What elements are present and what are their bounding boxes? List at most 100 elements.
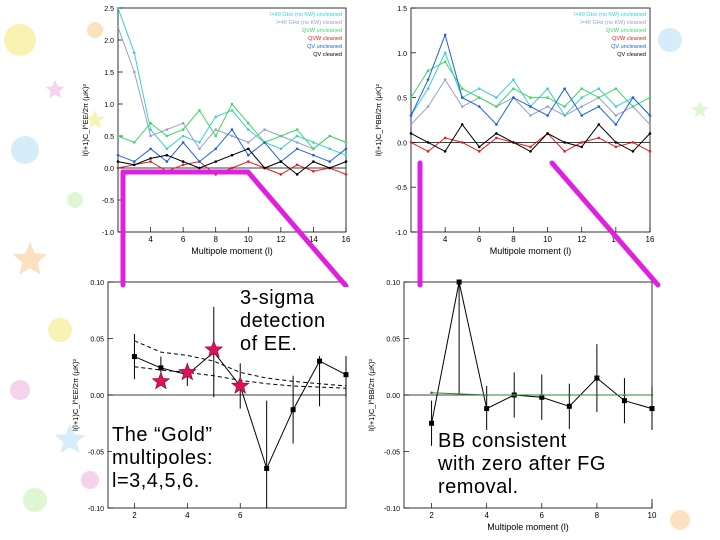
data-point xyxy=(312,153,315,157)
data-point xyxy=(165,134,169,138)
data-point xyxy=(312,141,315,144)
gold-multipole-star xyxy=(204,339,224,358)
y-tick-label: 1.5 xyxy=(104,70,114,77)
gold-multipole-star xyxy=(151,371,171,390)
y-tick-label: -0.10 xyxy=(384,506,400,513)
data-point xyxy=(495,136,498,140)
deco-circle xyxy=(658,28,682,52)
data-point xyxy=(426,141,430,144)
data-point xyxy=(631,96,635,99)
data-point xyxy=(477,105,481,108)
y-axis-label: l(l+1)C_l^EE/2π (μK)² xyxy=(71,359,80,431)
detection-line-3: of EE. xyxy=(240,333,298,355)
data-point xyxy=(198,166,201,170)
data-point xyxy=(132,70,136,74)
data-point xyxy=(279,160,283,163)
data-point xyxy=(597,87,601,90)
x-tick-label: 6 xyxy=(477,235,482,244)
deco-circle xyxy=(81,471,99,489)
data-point xyxy=(181,160,185,163)
x-tick-label: 6 xyxy=(540,511,545,520)
x-axis-label: Multipole moment (l) xyxy=(191,246,273,256)
y-tick-label: 2.5 xyxy=(104,6,114,13)
y-axis-label: l(l+1)C_l^BB/2π (μK)² xyxy=(374,84,383,156)
data-point xyxy=(597,96,601,99)
data-point xyxy=(614,141,618,144)
data-point xyxy=(457,392,461,396)
deco-star xyxy=(12,242,48,275)
x-tick-label: 16 xyxy=(342,235,351,244)
data-point xyxy=(580,87,584,90)
data-point xyxy=(426,69,430,73)
data-point xyxy=(631,105,635,108)
data-point xyxy=(426,105,430,108)
data-point xyxy=(477,145,481,149)
data-point xyxy=(529,145,532,149)
data-point xyxy=(529,114,532,117)
callout-lines xyxy=(120,160,661,289)
data-point xyxy=(328,147,332,151)
data-point xyxy=(648,132,652,135)
legend-entry: QVW uncleaned xyxy=(302,28,342,34)
data-point xyxy=(317,358,323,364)
ee-spectrum-plot: -1.0 -0.5 0.0 0.5 1.0 1.5 2.0 2.5 4 6 8 10 12 14 16 Mul… xyxy=(81,6,351,256)
legend-entry: QV uncleaned xyxy=(611,44,646,50)
data-point xyxy=(563,141,566,144)
data-point xyxy=(165,128,169,131)
gold-line-2: multipoles: xyxy=(112,447,214,469)
data-point xyxy=(623,393,626,397)
legend-entry: l=40 GHz (no KW) uncleaned xyxy=(270,12,342,18)
data-point xyxy=(198,160,201,163)
data-point xyxy=(246,153,250,157)
data-point xyxy=(116,166,120,170)
deco-circle xyxy=(10,380,30,400)
data-point xyxy=(460,105,464,108)
data-point xyxy=(263,166,266,170)
data-point xyxy=(426,78,430,81)
deco-circle xyxy=(48,318,72,342)
legend-entry: l=40 GHz (no KW) cleaned xyxy=(276,20,342,26)
data-point xyxy=(621,398,627,404)
y-tick-label: 1.0 xyxy=(104,102,114,109)
data-point xyxy=(149,134,152,138)
legend-entry: l=40 GHz (no KW) uncleaned xyxy=(574,12,646,18)
data-point xyxy=(477,87,481,90)
detection-line-2: detection xyxy=(240,310,326,332)
y-tick-label: 0.00 xyxy=(90,393,104,400)
legend-entry: QVW uncleaned xyxy=(606,28,646,34)
data-point xyxy=(485,393,488,397)
data-point xyxy=(344,153,348,157)
data-point xyxy=(443,78,447,81)
data-point xyxy=(443,60,447,64)
data-point xyxy=(512,78,515,81)
data-point xyxy=(566,403,572,409)
deco-circle xyxy=(11,136,39,164)
data-point xyxy=(460,123,464,126)
data-point xyxy=(580,96,584,99)
y-tick-label: 0.0 xyxy=(104,166,114,173)
data-point xyxy=(631,150,635,153)
legend-entry: QV uncleaned xyxy=(307,44,342,50)
data-point xyxy=(344,173,348,176)
x-tick-label: 8 xyxy=(511,235,516,244)
data-point xyxy=(214,134,218,138)
data-point xyxy=(597,136,601,140)
callout-line xyxy=(549,160,661,288)
y-tick-label: 0.00 xyxy=(386,393,400,400)
data-point xyxy=(443,51,447,55)
gold-line-3: l=3,4,5,6. xyxy=(112,470,200,492)
callout-line xyxy=(245,169,349,289)
data-point xyxy=(181,141,185,144)
data-point xyxy=(614,123,618,126)
data-point xyxy=(198,141,201,144)
data-point xyxy=(443,136,447,140)
data-point xyxy=(214,160,218,163)
y-tick-label: 0.05 xyxy=(386,337,400,344)
data-point xyxy=(230,109,234,112)
data-point xyxy=(597,123,601,126)
y-tick-label: 2.0 xyxy=(104,38,114,45)
data-point xyxy=(460,141,464,144)
x-tick-label: 6 xyxy=(238,511,243,520)
y-tick-label: 0.10 xyxy=(386,280,400,287)
data-point xyxy=(546,87,549,90)
